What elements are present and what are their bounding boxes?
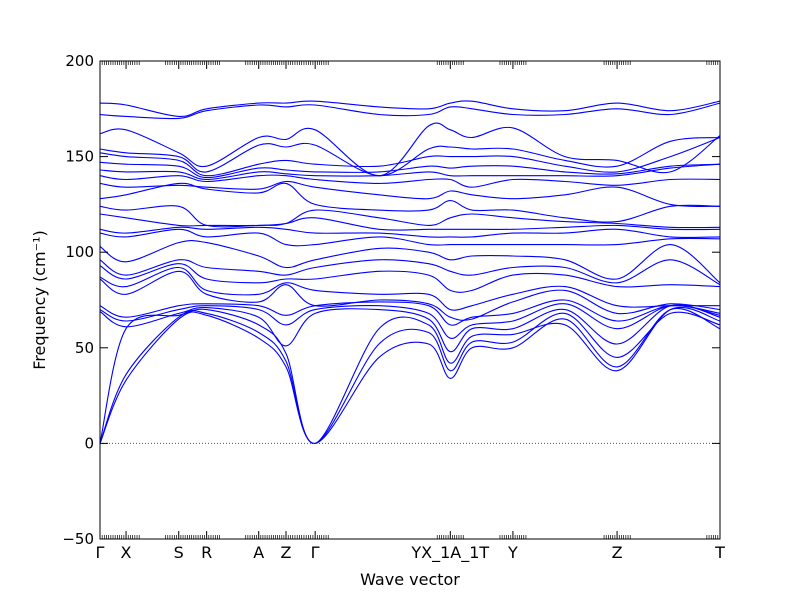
band-line-14 [99,213,721,231]
x-tick-label: A [253,543,264,562]
x-tick-label: Z [612,543,623,562]
y-tick-label: 50 [75,339,94,357]
y-tick-label: 100 [65,243,94,261]
minor-ticks-group [101,61,719,539]
band-line-8 [99,266,720,311]
y-tick-label: −50 [62,530,94,548]
x-axis-label: Wave vector [360,570,460,589]
band-line-16 [99,182,721,223]
y-tick-label: 150 [65,148,94,166]
band-line-2 [99,309,721,444]
band-line-24 [99,102,721,120]
band-line-12 [99,228,721,247]
bands-group [99,100,721,444]
band-line-23 [99,122,721,177]
band-line-4 [99,304,721,353]
x-tick-label: Γ [311,543,320,562]
band-line-10 [99,259,721,286]
band-line-22 [99,136,721,177]
x-tick-label: S [174,543,184,562]
band-line-15 [99,205,721,229]
band-line-1 [99,307,721,444]
x-tick-label: T [714,543,725,562]
band-line-21 [99,136,721,177]
band-line-9 [99,263,721,293]
x-tick-label: X [121,543,132,562]
x-tick-label: Y [507,543,518,562]
band-line-5 [99,303,721,339]
band-line-17 [99,180,721,207]
band-line-7 [99,270,721,321]
y-tick-label: 200 [65,52,94,70]
band-line-6 [99,299,721,326]
band-line-11 [99,240,721,284]
band-line-13 [99,226,721,239]
x-ticks-group: Γ X S R A Z Γ YX_1A_1T Y Z T [96,61,725,563]
plot-frame [99,60,721,540]
band-line-20 [99,161,721,179]
band-line-18 [99,174,721,188]
x-tick-label: Z [281,543,292,562]
y-tick-label: 0 [84,434,94,452]
band-line-19 [99,163,721,181]
band-line-3 [99,307,721,444]
x-tick-label: Γ [96,543,105,562]
x-tick-label: YX_1A_1T [410,543,489,563]
y-axis-label: Frequency (cm⁻¹) [30,230,49,369]
band-line-25 [99,100,721,117]
x-tick-label: R [201,543,212,562]
